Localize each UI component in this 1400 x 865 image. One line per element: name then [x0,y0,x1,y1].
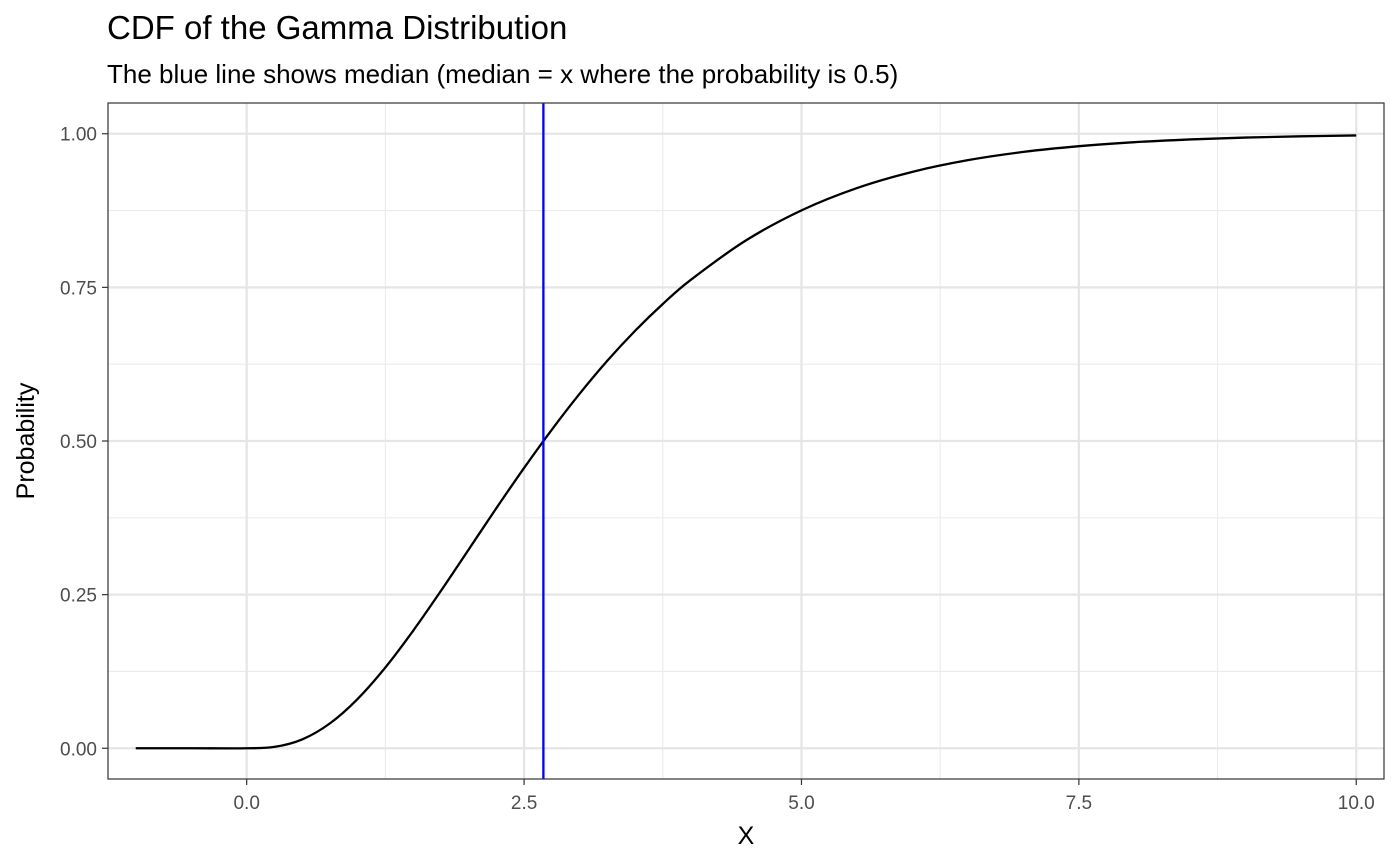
x-tick-label: 5.0 [788,793,814,814]
chart-subtitle: The blue line shows median (median = x w… [107,59,898,89]
chart-title: CDF of the Gamma Distribution [107,9,567,46]
x-axis-title: X [738,822,755,850]
y-tick-label: 0.25 [60,586,97,607]
cdf-curve [135,134,1357,750]
major-gridlines [108,103,1384,779]
y-tick-label: 0.00 [60,739,97,760]
x-tick-label: 10.0 [1338,793,1375,814]
y-tick-label: 0.50 [60,432,97,453]
y-tick-label: 1.00 [60,125,97,146]
x-axis: 0.0 2.5 5.0 7.5 10.0 [233,779,1375,814]
y-axis: 0.00 0.25 0.50 0.75 1.00 [60,125,108,760]
x-tick-label: 2.5 [511,793,537,814]
x-tick-label: 7.5 [1066,793,1092,814]
x-tick-label: 0.0 [233,793,259,814]
plot-panel [107,102,1385,780]
y-tick-label: 0.75 [60,278,97,299]
y-axis-title: Probability [12,382,40,499]
